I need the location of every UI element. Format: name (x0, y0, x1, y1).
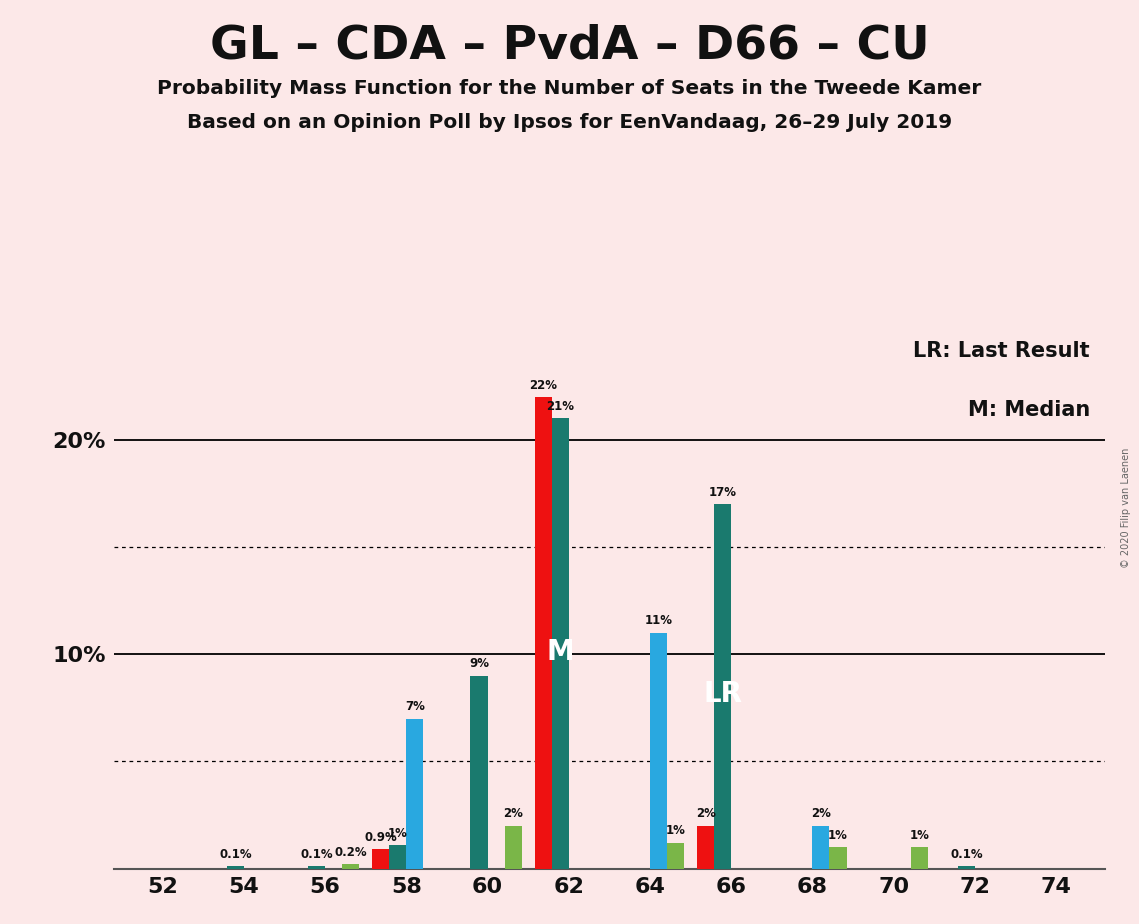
Text: M: Median: M: Median (968, 400, 1090, 419)
Text: 0.9%: 0.9% (364, 831, 398, 844)
Text: LR: Last Result: LR: Last Result (913, 341, 1090, 360)
Text: 2%: 2% (811, 808, 830, 821)
Text: 21%: 21% (547, 400, 574, 413)
Text: 2%: 2% (503, 808, 523, 821)
Text: 11%: 11% (645, 614, 672, 627)
Text: Based on an Opinion Poll by Ipsos for EenVandaag, 26–29 July 2019: Based on an Opinion Poll by Ipsos for Ee… (187, 113, 952, 132)
Bar (667, 843, 685, 869)
Text: 0.2%: 0.2% (335, 845, 367, 859)
Text: 22%: 22% (530, 379, 557, 392)
Bar (551, 419, 568, 869)
Bar (697, 826, 714, 869)
Text: 9%: 9% (469, 657, 489, 670)
Text: 1%: 1% (828, 829, 847, 842)
Text: M: M (547, 638, 574, 666)
Bar (407, 719, 424, 869)
Text: © 2020 Filip van Laenen: © 2020 Filip van Laenen (1121, 448, 1131, 568)
Bar (829, 847, 846, 869)
Bar (342, 864, 359, 869)
Text: 17%: 17% (708, 486, 737, 499)
Bar (812, 826, 829, 869)
Text: Probability Mass Function for the Number of Seats in the Tweede Kamer: Probability Mass Function for the Number… (157, 79, 982, 98)
Text: 7%: 7% (404, 700, 425, 713)
Text: LR: LR (703, 680, 743, 708)
Bar (714, 505, 731, 869)
Bar (470, 675, 487, 869)
Bar (958, 867, 975, 869)
Text: 0.1%: 0.1% (219, 848, 252, 861)
Text: 1%: 1% (665, 824, 686, 837)
Bar (227, 867, 244, 869)
Bar (372, 849, 390, 869)
Bar (308, 867, 325, 869)
Text: 0.1%: 0.1% (950, 848, 983, 861)
Text: GL – CDA – PvdA – D66 – CU: GL – CDA – PvdA – D66 – CU (210, 23, 929, 68)
Text: 2%: 2% (696, 808, 715, 821)
Text: 0.1%: 0.1% (301, 848, 333, 861)
Bar (505, 826, 522, 869)
Text: 1%: 1% (909, 829, 929, 842)
Bar (390, 845, 407, 869)
Bar (650, 633, 667, 869)
Text: 1%: 1% (388, 827, 408, 840)
Bar (911, 847, 928, 869)
Bar (534, 397, 551, 869)
